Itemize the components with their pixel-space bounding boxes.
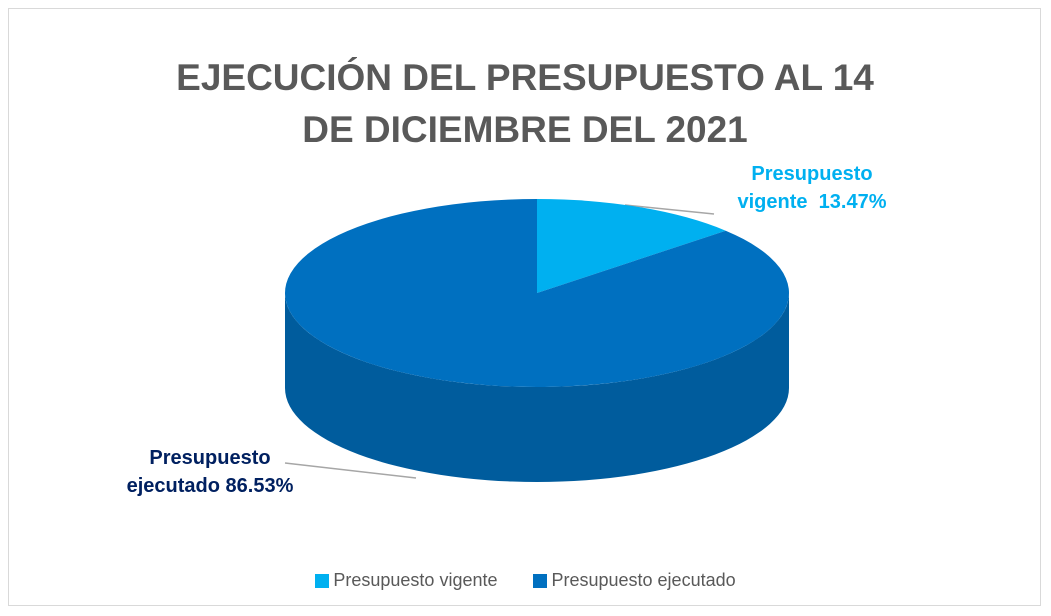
legend-swatch bbox=[315, 573, 330, 588]
legend-label: Presupuesto ejecutado bbox=[551, 570, 736, 590]
data-label: Presupuesto vigente 13.47% bbox=[712, 160, 912, 216]
data-label-category: Presupuesto ejecutado bbox=[126, 447, 271, 497]
legend-swatch bbox=[533, 573, 548, 588]
leader-line bbox=[624, 204, 715, 215]
chart-frame bbox=[8, 8, 1041, 606]
data-label-value: 86.53% bbox=[225, 475, 294, 497]
legend-item: Presupuesto vigente bbox=[315, 570, 497, 591]
legend-item: Presupuesto ejecutado bbox=[533, 570, 736, 591]
legend: Presupuesto vigente Presupuesto ejecutado bbox=[0, 570, 1051, 591]
pie-slice bbox=[285, 199, 789, 387]
pie-side bbox=[285, 293, 789, 482]
chart-title: EJECUCIÓN DEL PRESUPUESTO AL 14 DE DICIE… bbox=[176, 57, 874, 150]
pie-slice bbox=[537, 199, 726, 293]
data-label: Presupuesto ejecutado 86.53% bbox=[120, 444, 300, 500]
data-label-value: 13.47% bbox=[818, 191, 887, 213]
leader-line bbox=[284, 462, 417, 479]
data-label-category: Presupuesto vigente bbox=[737, 163, 873, 213]
legend-label: Presupuesto vigente bbox=[333, 570, 498, 590]
